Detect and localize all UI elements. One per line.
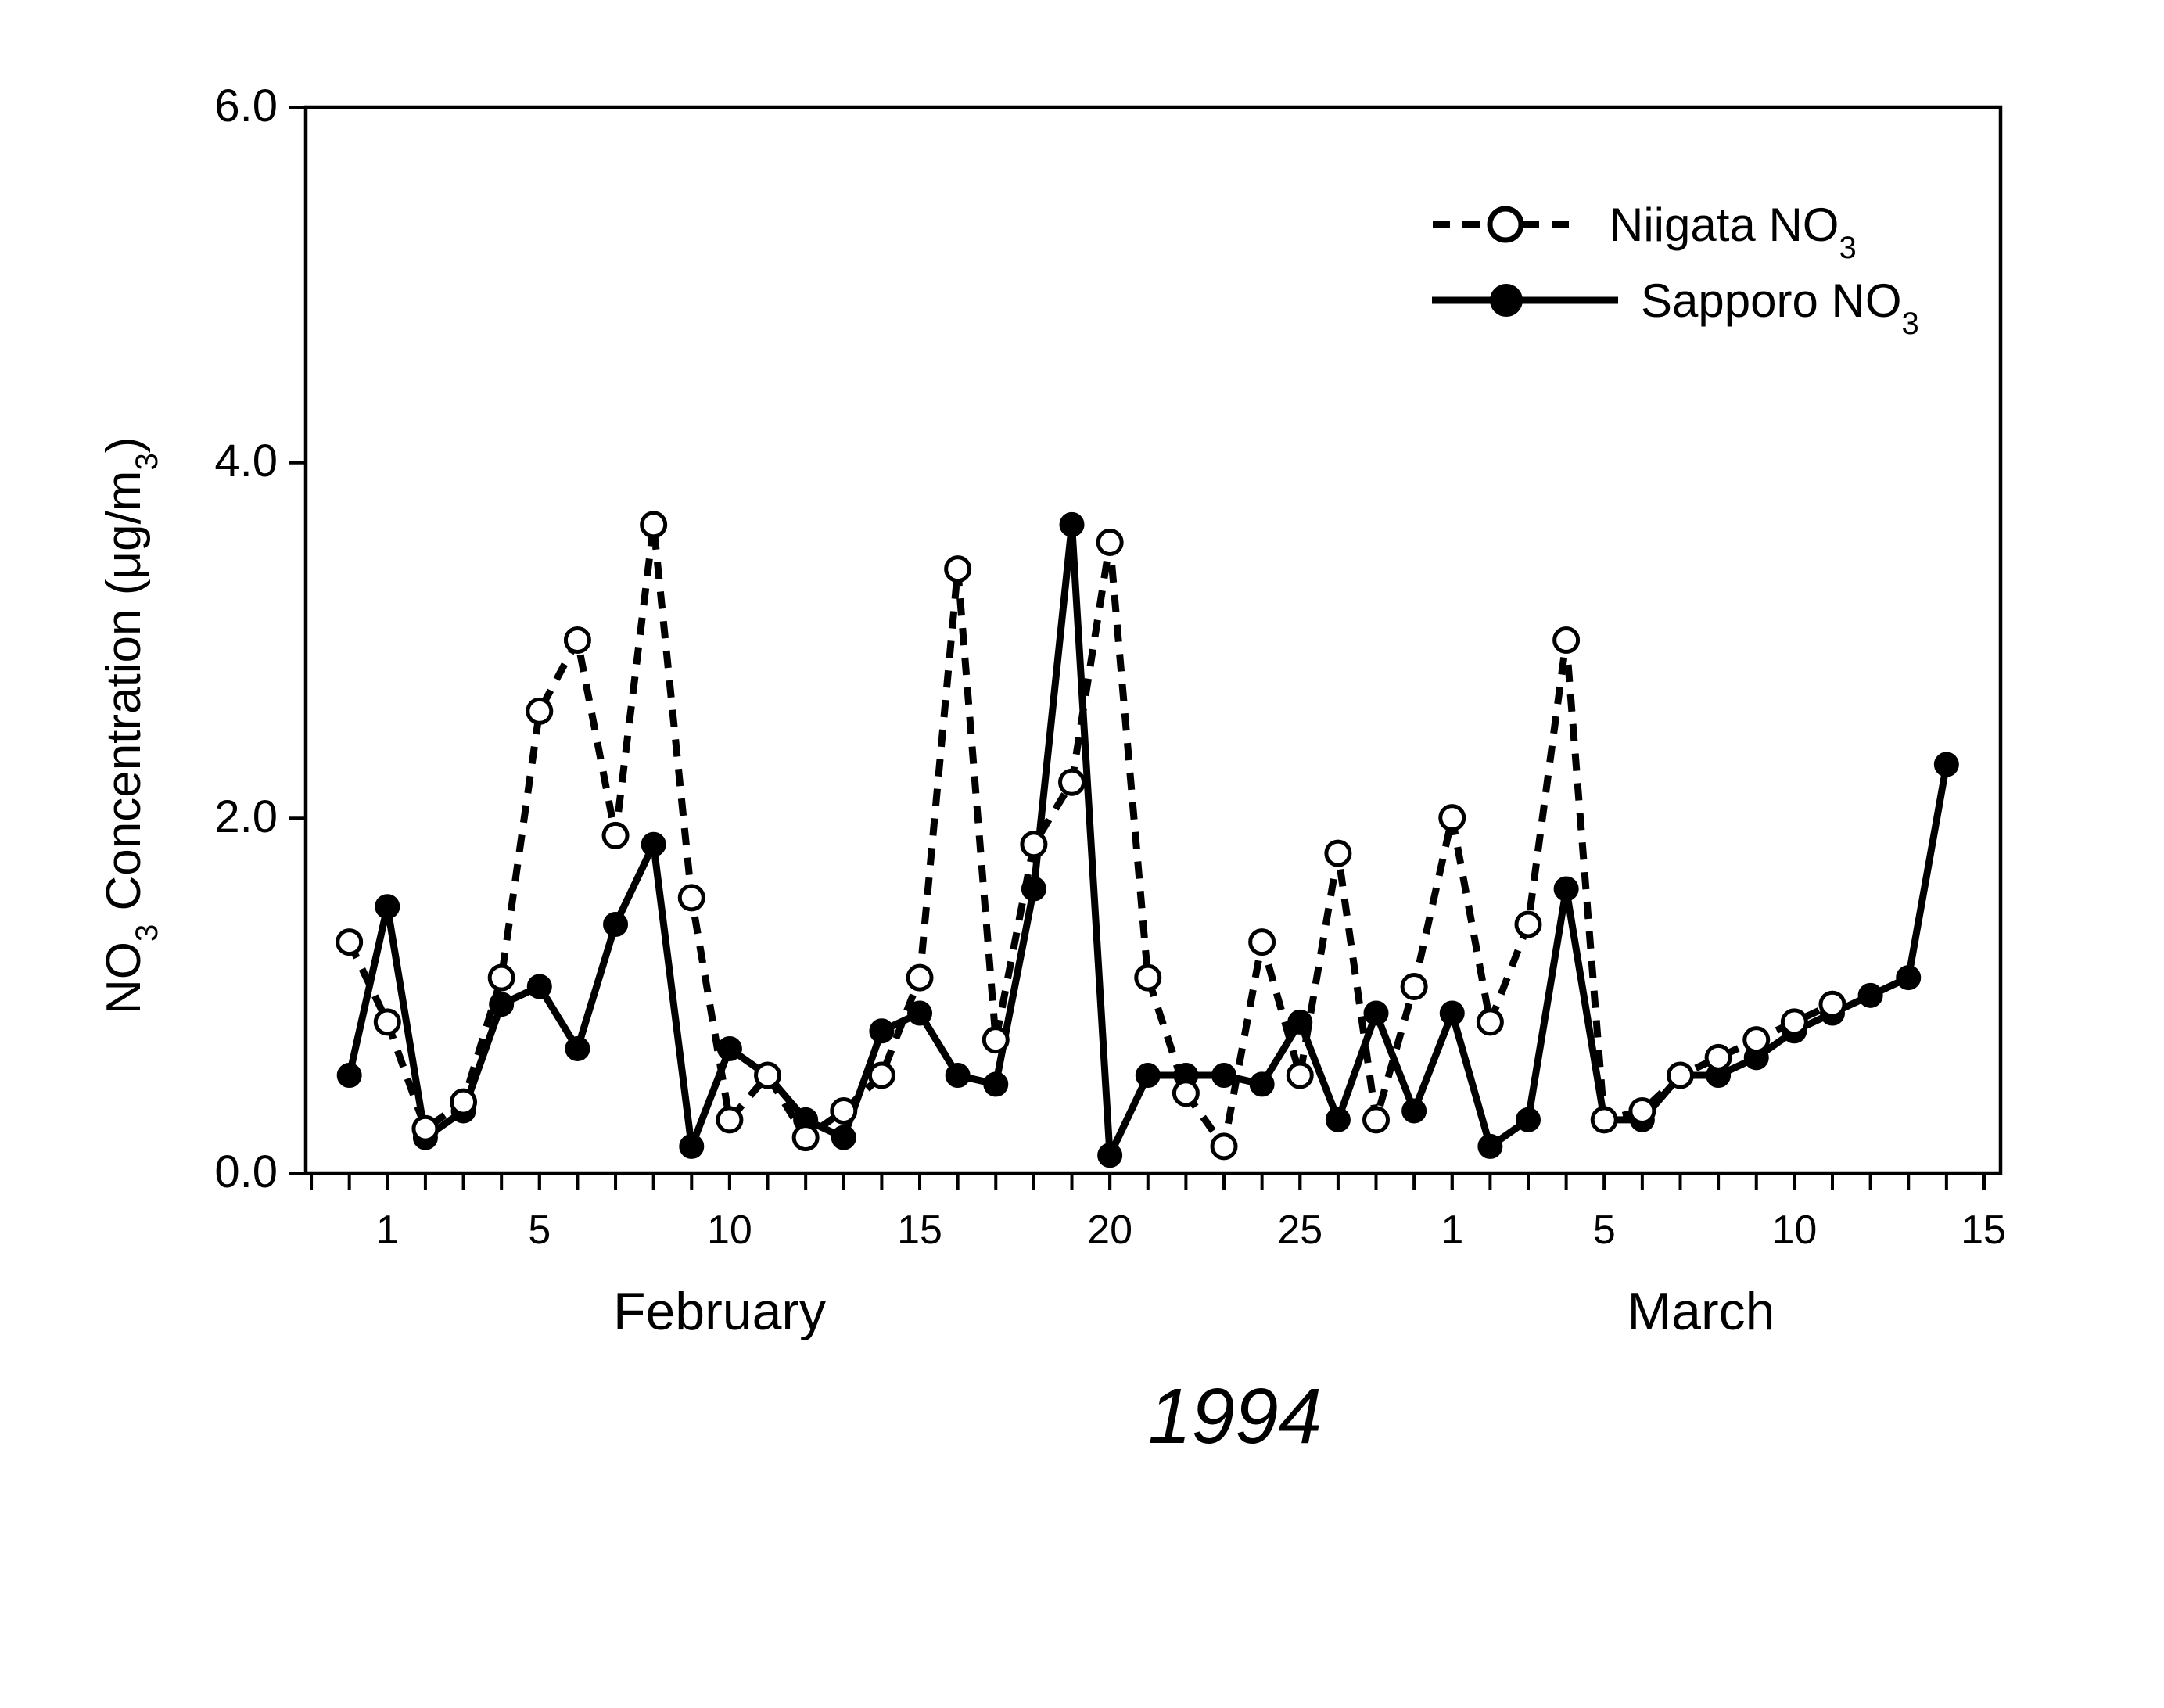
svg-text:4.0: 4.0 xyxy=(214,436,278,486)
svg-text:10: 10 xyxy=(1771,1207,1817,1253)
svg-text:1: 1 xyxy=(1441,1207,1463,1253)
svg-text:6.0: 6.0 xyxy=(214,81,278,131)
svg-text:March: March xyxy=(1627,1282,1775,1341)
svg-text:25: 25 xyxy=(1277,1207,1322,1253)
svg-text:February: February xyxy=(613,1282,826,1341)
svg-text:1: 1 xyxy=(376,1207,399,1253)
svg-text:1994: 1994 xyxy=(1148,1372,1322,1460)
svg-text:15: 15 xyxy=(1961,1207,2006,1253)
svg-text:2.0: 2.0 xyxy=(214,791,278,842)
svg-text:20: 20 xyxy=(1087,1207,1132,1253)
svg-text:10: 10 xyxy=(707,1207,752,1253)
svg-text:0.0: 0.0 xyxy=(214,1146,278,1197)
svg-text:5: 5 xyxy=(528,1207,551,1253)
svg-text:15: 15 xyxy=(897,1207,942,1253)
svg-text:5: 5 xyxy=(1593,1207,1616,1253)
